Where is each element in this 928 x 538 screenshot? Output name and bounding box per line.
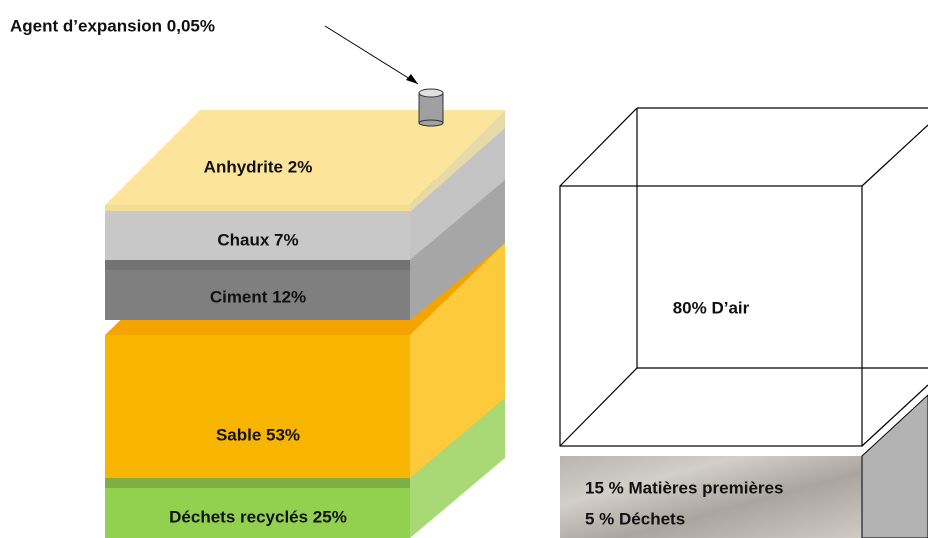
layer-label: Déchets recyclés 25%	[169, 507, 347, 526]
layer-label: Chaux 7%	[217, 230, 298, 249]
cylinder	[419, 89, 443, 126]
layer-label: Ciment 12%	[210, 287, 306, 306]
air-label: 80% D’air	[673, 298, 750, 317]
arrow	[325, 26, 418, 84]
arrow-head	[406, 74, 418, 84]
annotation: Agent d’expansion 0,05%	[10, 16, 215, 35]
base-label: 15 % Matières premières	[585, 478, 783, 497]
layer-label: Anhydrite 2%	[204, 157, 313, 176]
layer-label: Sable 53%	[216, 425, 300, 444]
cube-wireframe	[560, 108, 928, 446]
diagram: Anhydrite 2% Chaux 7% Ciment 12% Sable 5…	[0, 0, 928, 538]
base-label: 5 % Déchets	[585, 509, 685, 528]
